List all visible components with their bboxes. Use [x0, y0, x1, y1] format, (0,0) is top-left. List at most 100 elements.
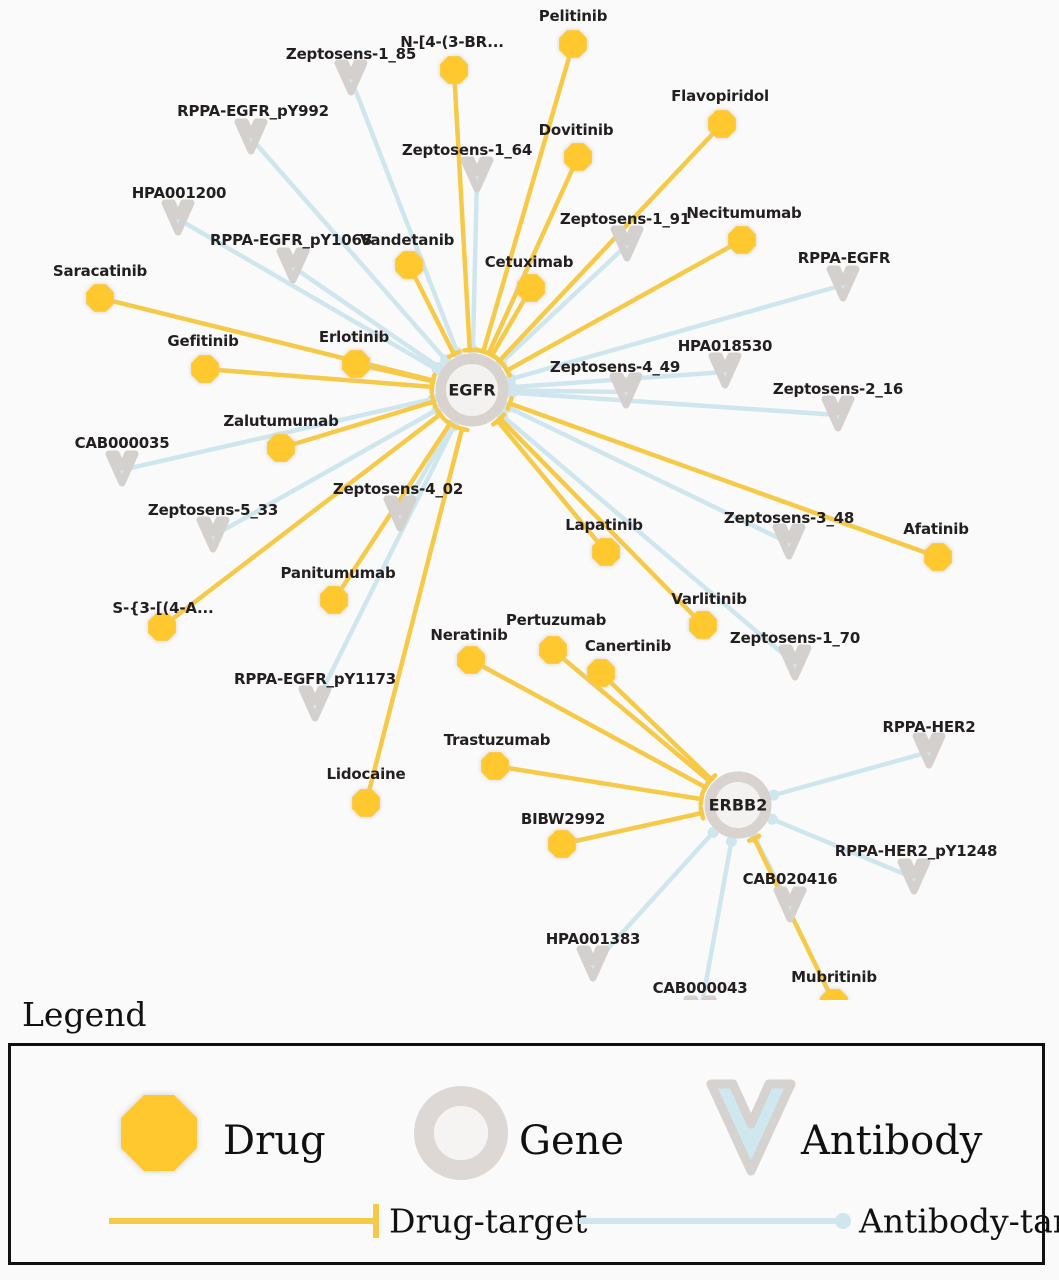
legend-title: Legend [22, 995, 147, 1034]
gene-node-center [715, 782, 761, 828]
drug-node[interactable] [440, 56, 468, 84]
legend-box: Drug Gene Antibody Drug-target Antibody-… [8, 1043, 1059, 1265]
drug-node[interactable] [559, 30, 587, 58]
edge-tee-cap [493, 412, 507, 425]
edge-tee-cap [446, 349, 462, 360]
antibody-node[interactable] [897, 858, 931, 895]
edge-tee-cap [462, 347, 478, 353]
antibody-node[interactable] [826, 265, 860, 302]
drug-node[interactable] [481, 752, 509, 780]
edges-layer [97, 41, 941, 1000]
antibody-node[interactable] [609, 372, 643, 409]
drug-node[interactable] [564, 143, 592, 171]
edge-tee-cap [698, 805, 706, 821]
antibody-node[interactable] [460, 156, 494, 193]
antibody-node[interactable] [778, 644, 812, 681]
edge-tee-cap [434, 407, 446, 421]
legend-drug-icon [121, 1095, 197, 1171]
edge-tee-cap [698, 791, 705, 807]
edge-tee-cap [485, 350, 500, 361]
edge-tee-cap [429, 373, 437, 389]
drug-node[interactable] [86, 284, 114, 312]
edge-line [363, 426, 465, 806]
edge-dot-cap [768, 789, 780, 801]
antibody-node[interactable] [576, 945, 610, 982]
antibody-node[interactable] [772, 523, 806, 560]
drug-node[interactable] [352, 789, 380, 817]
edge-line [470, 173, 480, 353]
edge-line [497, 416, 706, 628]
edge-line [312, 423, 457, 708]
antibody-node[interactable] [196, 516, 230, 553]
edge-line [771, 749, 932, 798]
legend-drug-target-edge-icon [109, 1204, 379, 1238]
edge-line [504, 237, 745, 373]
drug-node[interactable] [587, 659, 615, 687]
edge-line [507, 401, 941, 560]
antibody-node[interactable] [610, 225, 644, 262]
drug-node[interactable] [395, 251, 423, 279]
antibody-node[interactable] [161, 199, 195, 236]
network-graph [86, 30, 952, 1000]
edge-line [495, 418, 609, 555]
edge-line [508, 282, 846, 382]
legend-gene-icon [414, 1086, 508, 1180]
antibody-node[interactable] [773, 886, 807, 923]
legend-antibody-icon [706, 1079, 796, 1176]
legend-drug-target-label: Drug-target [389, 1201, 588, 1241]
antibody-node[interactable] [912, 732, 946, 769]
drug-node[interactable] [924, 543, 952, 571]
antibody-node[interactable] [105, 450, 139, 487]
gene-node-label: EGFR [448, 380, 496, 400]
edge-tee-cap [705, 773, 718, 786]
antibody-node[interactable] [234, 118, 268, 155]
antibody-node[interactable] [383, 495, 417, 532]
drug-node[interactable] [539, 636, 567, 664]
edge-line [159, 412, 443, 630]
edge-line [468, 657, 708, 790]
legend-antibody-target-label: Antibody-target [859, 1201, 1059, 1241]
drug-node[interactable] [191, 355, 219, 383]
drug-node[interactable] [517, 274, 545, 302]
drug-node[interactable] [728, 226, 756, 254]
drug-node[interactable] [342, 350, 370, 378]
edge-tee-cap [454, 425, 470, 433]
edge-line [278, 399, 436, 451]
legend-gene-label: Gene [519, 1118, 625, 1164]
drug-node[interactable] [457, 646, 485, 674]
antibody-node[interactable] [276, 247, 310, 284]
antibody-node[interactable] [334, 59, 368, 96]
edge-dot-cap [506, 387, 518, 399]
antibody-node[interactable] [683, 995, 717, 1000]
edge-tee-cap [502, 363, 512, 378]
antibody-node[interactable] [298, 685, 332, 722]
gene-node-ring[interactable] [704, 771, 772, 839]
edge-line [751, 836, 836, 1000]
edge-line [486, 154, 581, 356]
edge-tee-cap [429, 394, 438, 410]
edge-line [700, 839, 734, 1000]
drug-node[interactable] [148, 613, 176, 641]
edge-dot-cap [725, 835, 737, 847]
edge-line [550, 647, 712, 784]
nodes-layer [86, 30, 952, 1000]
antibody-node[interactable] [821, 395, 855, 432]
edge-line [509, 390, 841, 418]
edge-line [769, 816, 917, 881]
drug-node[interactable] [548, 830, 576, 858]
gene-node-ring[interactable] [435, 353, 509, 427]
drug-node[interactable] [708, 110, 736, 138]
edge-line [509, 388, 629, 395]
antibody-node[interactable] [708, 352, 742, 389]
drug-node[interactable] [320, 586, 348, 614]
legend-antibody-target-edge-icon [579, 1213, 851, 1229]
drug-node[interactable] [820, 989, 848, 1000]
edge-line [598, 670, 714, 782]
drug-node[interactable] [592, 538, 620, 566]
drug-node[interactable] [689, 611, 717, 639]
edge-line [505, 405, 792, 546]
drug-node[interactable] [267, 434, 295, 462]
edge-line [559, 810, 705, 847]
edge-line [497, 121, 725, 364]
edge-tee-cap [443, 418, 457, 429]
